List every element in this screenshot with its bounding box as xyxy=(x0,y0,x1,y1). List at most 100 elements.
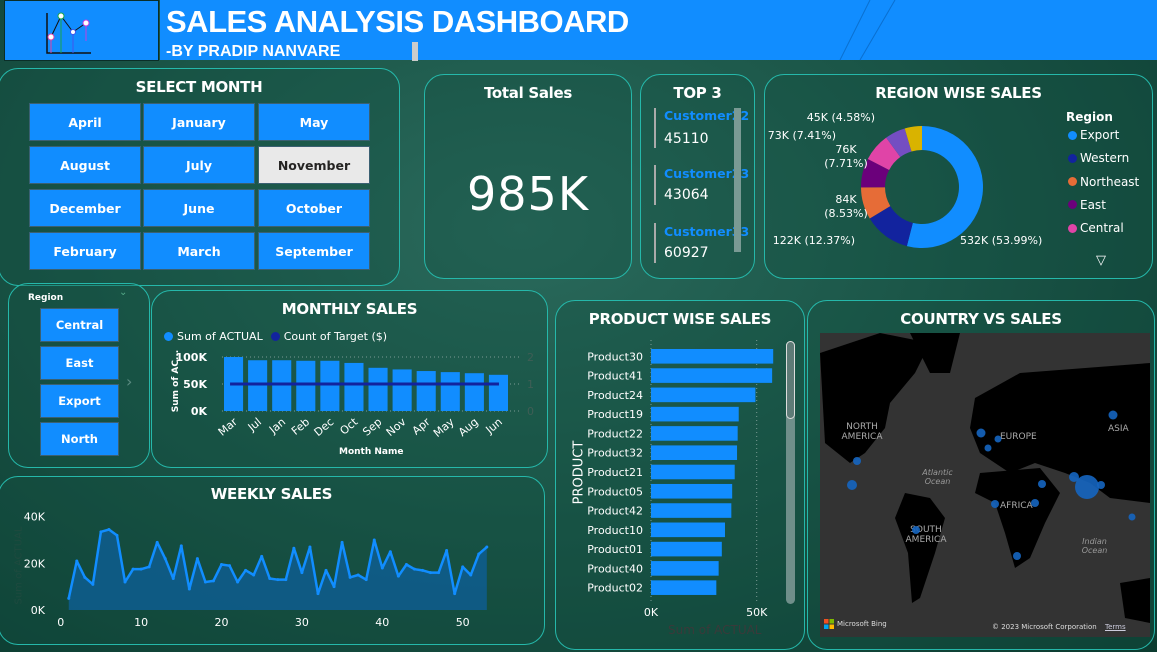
resize-handle xyxy=(412,42,418,61)
y-tick-label: Product42 xyxy=(587,505,643,518)
chevron-right-icon[interactable]: › xyxy=(126,372,133,391)
map-label: EUROPE xyxy=(1000,432,1037,442)
total-sales-card: Total Sales 985K xyxy=(424,74,632,279)
y-tick-label: 40K xyxy=(24,511,46,524)
product-chart-title: PRODUCT WISE SALES xyxy=(588,310,772,328)
legend-label: Export xyxy=(1080,128,1120,142)
map-label: SOUTH AMERICA xyxy=(905,525,947,545)
legend-item-east[interactable]: East xyxy=(1068,198,1106,212)
month-option-june[interactable]: June xyxy=(143,189,255,227)
y-tick-label: Product19 xyxy=(587,408,643,421)
bar-apr xyxy=(416,371,436,411)
data-point xyxy=(300,571,304,575)
x-tick-label: 40 xyxy=(375,616,389,629)
product-scrollbar[interactable] xyxy=(786,341,795,604)
data-point xyxy=(316,592,320,596)
month-option-september[interactable]: September xyxy=(258,232,370,270)
region-chart-title: REGION WISE SALES xyxy=(875,84,1042,102)
x-tick-label: 20 xyxy=(215,616,229,629)
top3-value: 43064 xyxy=(664,187,709,203)
data-point xyxy=(268,577,272,581)
legend-item-western[interactable]: Western xyxy=(1068,151,1129,165)
bar-product30 xyxy=(651,349,774,364)
scrollbar-thumb[interactable] xyxy=(786,341,795,419)
map-bubbles xyxy=(847,410,1136,560)
data-point xyxy=(123,580,127,584)
bing-label: Microsoft Bing xyxy=(837,620,887,628)
data-point xyxy=(485,545,489,549)
data-point xyxy=(332,585,336,589)
terms-link[interactable]: Terms xyxy=(1105,623,1126,631)
data-point xyxy=(107,528,111,532)
top3-customer: Customer33 xyxy=(664,224,750,239)
country-bubble xyxy=(1097,481,1105,489)
month-option-january[interactable]: January xyxy=(143,103,255,141)
legend-item-central[interactable]: Central xyxy=(1068,221,1124,235)
month-option-december[interactable]: December xyxy=(29,189,141,227)
country-bubble xyxy=(1069,472,1079,482)
y-tick-label: Product02 xyxy=(587,582,643,595)
month-option-march[interactable]: March xyxy=(143,232,255,270)
month-option-july[interactable]: July xyxy=(143,146,255,184)
top3-value: 60927 xyxy=(664,245,709,261)
country-bubble xyxy=(853,457,861,465)
region-slicer-title: Region xyxy=(28,293,64,303)
top3-scrollbar[interactable] xyxy=(734,108,741,252)
x-axis-title: Sum of ACTUAL xyxy=(668,623,762,637)
y-tick-label: Product32 xyxy=(587,447,643,460)
month-option-may[interactable]: May xyxy=(258,103,370,141)
divider xyxy=(654,223,656,263)
data-point xyxy=(380,566,384,570)
country-bubble xyxy=(1108,410,1118,420)
top3-customer: Customer23 xyxy=(664,166,750,181)
data-point xyxy=(364,578,368,582)
data-point xyxy=(421,568,424,572)
bar-feb xyxy=(296,360,316,411)
map-copyright: © 2023 Microsoft Corporation xyxy=(992,623,1097,631)
legend-item-northeast[interactable]: Northeast xyxy=(1068,175,1139,189)
donut-slice-other xyxy=(886,128,912,158)
top3-value: 45110 xyxy=(664,131,709,147)
region-option-north[interactable]: North xyxy=(40,422,119,456)
x-tick-label: 50K xyxy=(746,606,768,619)
monthly-legend: Sum of ACTUAL Count of Target ($) xyxy=(164,330,387,343)
legend-scroll-down-icon[interactable]: ▽ xyxy=(1096,253,1106,268)
data-point xyxy=(477,552,481,556)
region-option-central[interactable]: Central xyxy=(40,308,119,342)
y-tick-label: Product30 xyxy=(587,350,643,363)
month-option-october[interactable]: October xyxy=(258,189,370,227)
region-option-export[interactable]: Export xyxy=(40,384,119,418)
x-axis-title: Month Name xyxy=(339,447,404,457)
region-option-east[interactable]: East xyxy=(40,346,119,380)
month-option-february[interactable]: February xyxy=(29,232,141,270)
data-label: 76K xyxy=(835,143,857,156)
page-subtitle: -BY PRADIP NANVARE xyxy=(166,43,341,60)
country-bubble xyxy=(847,480,857,490)
data-point xyxy=(171,577,175,581)
x-tick-label: 10 xyxy=(134,616,148,629)
month-option-november[interactable]: November xyxy=(258,146,370,184)
data-point xyxy=(195,557,199,561)
month-option-april[interactable]: April xyxy=(29,103,141,141)
month-slicer-title: SELECT MONTH xyxy=(135,78,263,96)
data-point xyxy=(356,573,360,577)
data-point xyxy=(445,549,449,553)
bing-attribution: Microsoft Bing xyxy=(824,619,887,629)
y-tick-label: Product22 xyxy=(587,427,643,440)
chevron-down-icon[interactable]: ⌄ xyxy=(119,287,128,298)
map-canvas[interactable]: NORTH AMERICA EUROPE ASIA AFRICA SOUTH A… xyxy=(820,333,1150,637)
month-option-august[interactable]: August xyxy=(29,146,141,184)
y-tick-label: Product21 xyxy=(587,466,643,479)
legend-label: Sum of ACTUAL xyxy=(177,330,263,343)
y-tick-label: Product24 xyxy=(587,389,643,402)
y-tick-label: Product05 xyxy=(587,485,643,498)
legend-title: Region xyxy=(1066,110,1113,124)
data-label: (7.71%) xyxy=(824,157,868,170)
legend-item-export[interactable]: Export xyxy=(1068,128,1119,142)
x-tick-label: 30 xyxy=(295,616,309,629)
data-point xyxy=(324,568,328,572)
data-point xyxy=(276,578,280,582)
data-point xyxy=(91,582,95,586)
data-point xyxy=(429,571,433,575)
